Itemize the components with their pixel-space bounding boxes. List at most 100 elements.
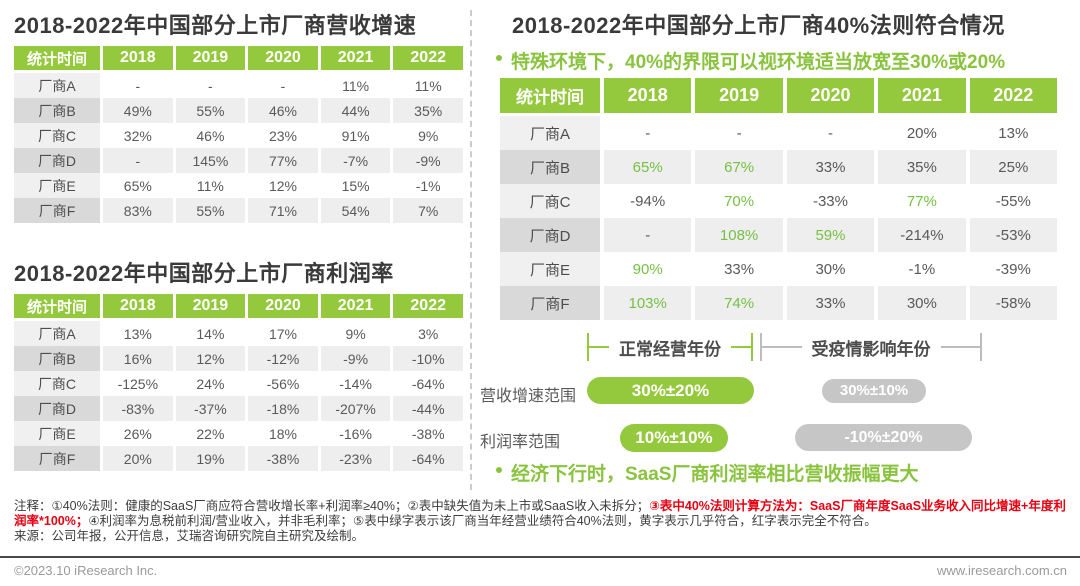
bracket-normal-years-label: 正常经营年份 xyxy=(619,339,721,359)
table-row: 厂商E 65% 11% 12% 15% -1% xyxy=(14,173,463,198)
value-cell: 59% xyxy=(782,218,875,252)
value-cell: -64% xyxy=(390,446,463,471)
table-row: 厂商D -83% -37% -18% -207% -44% xyxy=(14,396,463,421)
copyright-text: ©2023.10 iResearch Inc. xyxy=(14,563,158,578)
row-label-cell: 厂商B xyxy=(500,150,600,184)
value-cell: 16% xyxy=(100,346,173,371)
row-label-cell: 厂商C xyxy=(14,371,100,396)
value-cell: 77% xyxy=(245,148,318,173)
value-cell: 20% xyxy=(874,116,966,150)
value-cell: -58% xyxy=(965,286,1057,320)
value-cell: -10% xyxy=(390,346,463,371)
value-cell: 9% xyxy=(317,321,391,346)
row-label-cell: 厂商F xyxy=(500,286,600,320)
value-cell: 46% xyxy=(172,123,246,148)
header-year-cell: 2018 xyxy=(100,46,173,73)
value-cell: 12% xyxy=(172,346,246,371)
value-cell: - xyxy=(600,218,692,252)
revenue-range-label: 营收增速范围 xyxy=(480,388,577,405)
value-cell: - xyxy=(100,148,173,173)
revenue-covid-range-pill: 30%±10% xyxy=(822,379,926,403)
downturn-note-text: 经济下行时，SaaS厂商利润率相比营收振幅更大 xyxy=(511,464,919,485)
value-cell: -9% xyxy=(317,346,391,371)
value-cell: -56% xyxy=(245,371,318,396)
table-row: 厂商B 49% 55% 46% 44% 35% xyxy=(14,98,463,123)
value-cell: -14% xyxy=(317,371,391,396)
value-cell: 35% xyxy=(874,150,966,184)
value-cell: - xyxy=(245,73,318,98)
bracket-end-bar xyxy=(980,333,982,361)
header-year-cell: 2022 xyxy=(390,46,463,73)
value-cell: -94% xyxy=(600,184,692,218)
value-cell: -33% xyxy=(782,184,875,218)
value-cell: 14% xyxy=(172,321,246,346)
special-environment-note: 特殊环境下，40%的界限可以视环境适当放宽至30%或20% xyxy=(496,47,1005,74)
row-label-cell: 厂商D xyxy=(500,218,600,252)
value-cell: 7% xyxy=(390,198,463,223)
value-cell: 46% xyxy=(245,98,318,123)
value-cell: 54% xyxy=(317,198,391,223)
value-cell: 30% xyxy=(782,252,875,286)
special-environment-note-text: 特殊环境下，40%的界限可以视环境适当放宽至30%或20% xyxy=(511,52,1006,73)
value-cell: -55% xyxy=(965,184,1057,218)
data-table: 统计时间 2018 2019 2020 2021 2022 厂商A - - -20% 13% 厂商B 6… xyxy=(500,78,1057,320)
value-cell: 25% xyxy=(965,150,1057,184)
value-cell: 55% xyxy=(172,198,246,223)
table-row: 厂商F 20% 19% -38% -23% -64% xyxy=(14,446,463,471)
value-cell: 77% xyxy=(874,184,966,218)
table-row: 厂商B 16% 12% -12% -9% -10% xyxy=(14,346,463,371)
value-cell: -1% xyxy=(390,173,463,198)
row-label-cell: 厂商A xyxy=(14,321,100,346)
row-label-cell: 厂商B xyxy=(14,98,100,123)
revenue-growth-table-title: 2018-2022年中国部分上市厂商营收增速 xyxy=(14,13,417,38)
value-cell: -125% xyxy=(100,371,173,396)
data-table: 统计时间 2018 2019 2020 2021 2022 厂商A - - -11% 11% 厂商B 4… xyxy=(14,46,463,223)
value-cell: -7% xyxy=(317,148,391,173)
value-cell: 108% xyxy=(691,218,783,252)
value-cell: 49% xyxy=(100,98,173,123)
data-table: 统计时间 2018 2019 2020 2021 2022 厂商A 13% 14% 17% 9% 3%… xyxy=(14,294,463,471)
row-label-cell: 厂商E xyxy=(500,252,600,286)
bracket-covid-years-label: 受疫情影响年份 xyxy=(811,339,931,359)
value-cell: - xyxy=(172,73,246,98)
value-cell: 91% xyxy=(317,123,391,148)
value-cell: 11% xyxy=(317,73,391,98)
value-cell: - xyxy=(691,116,783,150)
row-label-cell: 厂商A xyxy=(14,73,100,98)
footnote-part3: ④利润率为息税前利润/营业收入，并非毛利率；⑤表中绿字表示该厂商当年经营业绩符合… xyxy=(88,513,877,528)
footer-divider xyxy=(0,556,1080,558)
profit-margin-table-title: 2018-2022年中国部分上市厂商利润率 xyxy=(14,261,394,286)
header-year-cell: 2018 xyxy=(600,78,692,116)
revenue-normal-range-pill: 30%±20% xyxy=(587,377,754,404)
table-header-row: 统计时间 2018 2019 2020 2021 2022 xyxy=(14,46,463,73)
rule40-table-title: 2018-2022年中国部分上市厂商40%法则符合情况 xyxy=(512,13,1005,38)
header-label-cell: 统计时间 xyxy=(14,294,100,321)
value-cell: - xyxy=(600,116,692,150)
bracket-covid-years: 受疫情影响年份 xyxy=(760,333,982,361)
row-label-cell: 厂商E xyxy=(14,421,100,446)
value-cell: 18% xyxy=(245,421,318,446)
value-cell: 71% xyxy=(245,198,318,223)
value-cell: -44% xyxy=(390,396,463,421)
row-label-cell: 厂商E xyxy=(14,173,100,198)
table-row: 厂商A 13% 14% 17% 9% 3% xyxy=(14,321,463,346)
table-row: 厂商F 83% 55% 71% 54% 7% xyxy=(14,198,463,223)
value-cell: 11% xyxy=(172,173,246,198)
table-row: 厂商A - - -11% 11% xyxy=(14,73,463,98)
value-cell: -37% xyxy=(172,396,246,421)
header-label-cell: 统计时间 xyxy=(500,78,600,116)
footnote-part1: 注释：①40%法则：健康的SaaS厂商应符合营收增长率+利润率≥40%；②表中缺… xyxy=(14,499,650,513)
table-row: 厂商D -108% 59% -214% -53% xyxy=(500,218,1057,252)
bullet-dot-icon xyxy=(496,467,502,473)
header-year-cell: 2020 xyxy=(245,294,318,321)
row-label-cell: 厂商C xyxy=(14,123,100,148)
value-cell: 9% xyxy=(390,123,463,148)
header-year-cell: 2019 xyxy=(691,78,783,116)
value-cell: 83% xyxy=(100,198,173,223)
source-line: 来源：公司年报，公开信息，艾瑞咨询研究院自主研究及绘制。 xyxy=(14,529,365,543)
value-cell: 20% xyxy=(100,446,173,471)
website-url: www.iresearch.com.cn xyxy=(936,563,1067,578)
footnotes: 注释：①40%法则：健康的SaaS厂商应符合营收增长率+利润率≥40%；②表中缺… xyxy=(14,499,1068,544)
table-row: 厂商C -125% 24% -56% -14% -64% xyxy=(14,371,463,396)
row-label-cell: 厂商D xyxy=(14,396,100,421)
